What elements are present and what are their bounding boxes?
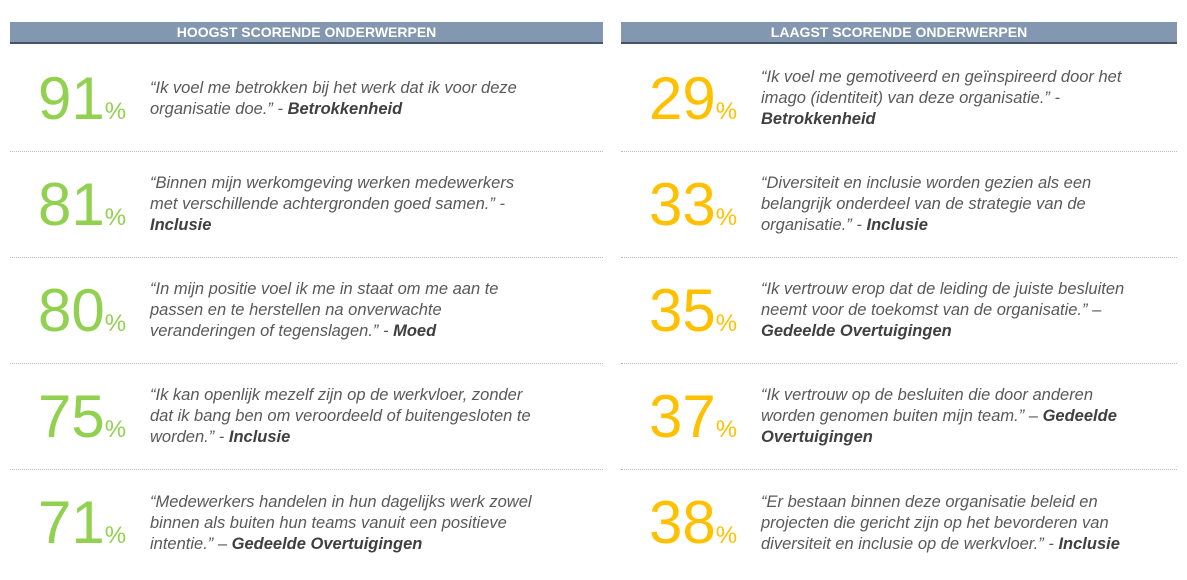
- quote-text: “Medewerkers handelen in hun dagelijks w…: [150, 492, 532, 553]
- panel: LAAGST SCORENDE ONDERWERPEN 29% “Ik voel m…: [621, 22, 1177, 576]
- item-row: 37% “Ik vertrouw op de besluiten die door…: [621, 364, 1177, 470]
- quote-text: “Ik voel me betrokken bij het werk dat i…: [150, 78, 517, 118]
- quote-category: Inclusie: [228, 428, 291, 446]
- panel-header: HOOGST SCORENDE ONDERWERPEN: [10, 22, 603, 44]
- score: 33%: [621, 174, 761, 235]
- quote-category: Betrokkenheid: [287, 99, 403, 118]
- score: 37%: [621, 386, 761, 447]
- item-row: 29% “Ik voel me gemotiveerd en geïnspiree…: [621, 46, 1177, 152]
- quote-category: Gedeelde Overtuigingen: [231, 534, 423, 553]
- quote: “Ik voel me gemotiveerd en geïnspireerd …: [761, 67, 1141, 130]
- score-unit: %: [715, 309, 738, 337]
- panel: HOOGST SCORENDE ONDERWERPEN 91% “Ik voel m…: [10, 22, 603, 576]
- score: 80%: [10, 280, 150, 341]
- score-unit: %: [715, 522, 738, 549]
- quote-text: “In mijn positie voel ik me in staat om …: [150, 280, 499, 340]
- score: 81%: [10, 174, 150, 235]
- score-value: 91: [38, 64, 105, 132]
- quote-text: “Ik voel me gemotiveerd en geïnspireerd …: [761, 68, 1122, 107]
- quote-text: “Diversiteit en inclusie worden gezien a…: [761, 174, 1092, 234]
- quote: “Ik voel me betrokken bij het werk dat i…: [150, 78, 545, 120]
- quote-category: Gedeelde Overtuigingen: [761, 407, 1117, 446]
- quote: “Er bestaan binnen deze organisatie bele…: [761, 492, 1141, 555]
- item-row: 71% “Medewerkers handelen in hun dagelijk…: [10, 470, 603, 576]
- quote: “Diversiteit en inclusie worden gezien a…: [761, 173, 1141, 236]
- score-value: 38: [649, 489, 716, 556]
- quote: “Binnen mijn werkomgeving werken medewer…: [150, 173, 545, 236]
- item-row: 75% “Ik kan openlijk mezelf zijn op de we…: [10, 364, 603, 470]
- score-value: 29: [649, 64, 716, 132]
- score-value: 80: [38, 276, 105, 344]
- score-unit: %: [104, 97, 127, 125]
- score: 91%: [10, 68, 150, 129]
- score-value: 71: [38, 489, 105, 556]
- quote-text: “Ik kan openlijk mezelf zijn op de werkv…: [150, 386, 531, 446]
- item-row: 81% “Binnen mijn werkomgeving werken mede…: [10, 152, 603, 258]
- quote: “Medewerkers handelen in hun dagelijks w…: [150, 492, 545, 555]
- score-unit: %: [104, 309, 127, 337]
- item-row: 80% “In mijn positie voel ik me in staat …: [10, 258, 603, 364]
- score: 71%: [10, 493, 150, 553]
- item-row: 91% “Ik voel me betrokken bij het werk da…: [10, 46, 603, 152]
- score-value: 75: [38, 382, 105, 450]
- panel-header: LAAGST SCORENDE ONDERWERPEN: [621, 22, 1177, 44]
- quote-text: “Ik vertrouw op de besluiten die door an…: [761, 386, 1094, 425]
- quote-category: Betrokkenheid: [761, 110, 876, 128]
- score: 29%: [621, 68, 761, 129]
- quote: “In mijn positie voel ik me in staat om …: [150, 279, 545, 342]
- item-row: 33% “Diversiteit en inclusie worden gezie…: [621, 152, 1177, 258]
- quote-text: “Binnen mijn werkomgeving werken medewer…: [150, 174, 515, 213]
- quote-text: “Er bestaan binnen deze organisatie bele…: [761, 492, 1109, 553]
- score-unit: %: [104, 415, 127, 443]
- quote-category: Inclusie: [1058, 534, 1120, 553]
- quote: “Ik vertrouw op de besluiten die door an…: [761, 385, 1141, 448]
- score: 38%: [621, 493, 761, 553]
- item-row: 35% “Ik vertrouw erop dat de leiding de j…: [621, 258, 1177, 364]
- quote-category: Gedeelde Overtuigingen: [761, 322, 952, 340]
- score-value: 81: [38, 170, 105, 238]
- item-list: 29% “Ik voel me gemotiveerd en geïnspiree…: [621, 46, 1177, 576]
- score: 75%: [10, 386, 150, 447]
- score: 35%: [621, 280, 761, 341]
- score-unit: %: [104, 522, 127, 549]
- score-unit: %: [715, 203, 738, 231]
- item-list: 91% “Ik voel me betrokken bij het werk da…: [10, 46, 603, 576]
- quote-category: Inclusie: [150, 216, 212, 234]
- item-row: 38% “Er bestaan binnen deze organisatie b…: [621, 470, 1177, 576]
- quote: “Ik kan openlijk mezelf zijn op de werkv…: [150, 385, 545, 448]
- quote: “Ik vertrouw erop dat de leiding de juis…: [761, 279, 1141, 342]
- quote-category: Moed: [393, 322, 437, 340]
- score-unit: %: [715, 415, 738, 443]
- quote-category: Inclusie: [866, 216, 928, 234]
- score-value: 35: [649, 276, 716, 344]
- score-value: 37: [649, 382, 716, 450]
- score-unit: %: [104, 203, 127, 231]
- score-value: 33: [649, 170, 716, 238]
- quote-text: “Ik vertrouw erop dat de leiding de juis…: [761, 280, 1125, 319]
- score-unit: %: [715, 97, 738, 125]
